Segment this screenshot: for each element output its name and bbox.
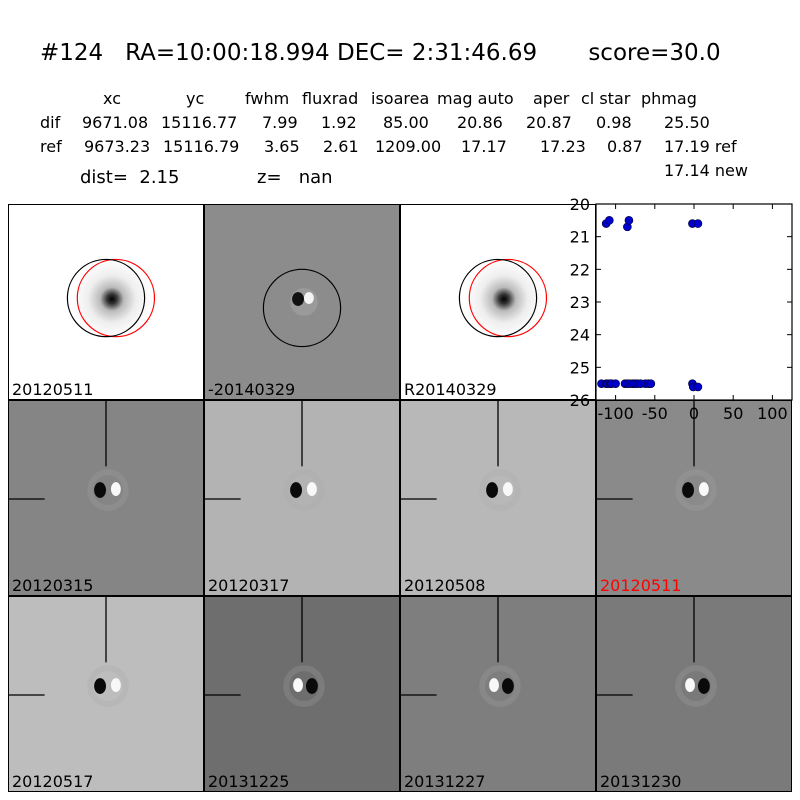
stamp-date-label: 20131230 (600, 772, 682, 791)
stamp-date-label: 20120315 (12, 576, 94, 595)
stamp-image (401, 401, 595, 595)
col-header-mag-auto: mag auto (437, 89, 514, 108)
dif-yc: 15116.77 (161, 113, 238, 132)
stamp-image (597, 401, 791, 595)
summary-title: #124 RA=10:00:18.994 DEC= 2:31:46.69 sco… (40, 40, 721, 66)
col-header-fluxrad: fluxrad (302, 89, 359, 108)
ref-xc: 9673.23 (84, 137, 151, 156)
y-tick-label: 25 (570, 358, 590, 377)
dif-fwhm: 7.99 (262, 113, 298, 132)
x-tick-label: -50 (642, 404, 668, 423)
stamp-date-label: 20120517 (12, 772, 94, 791)
dif-isoarea: 85.00 (383, 113, 429, 132)
stamp-panel: 20120315 (8, 400, 204, 596)
data-point (624, 216, 634, 225)
dif-cl-star: 0.98 (596, 113, 632, 132)
stamp-image (401, 597, 595, 791)
stamp-panel: 20120511 (596, 400, 792, 596)
stamp-image (9, 401, 203, 595)
z-value: z= nan (257, 167, 333, 188)
y-tick-label: 24 (570, 326, 590, 345)
red-aperture-circle (468, 258, 548, 338)
stamp-panel: -20140329 (204, 204, 400, 400)
stamp-date-label: 20120508 (404, 576, 486, 595)
light-curve-chart: 20 21 22 23 24 25 26 -100 -50 0 50 100 (570, 195, 793, 423)
stamp-date-label: R20140329 (404, 380, 497, 399)
stamp-panel: 20131227 (400, 596, 596, 792)
stamp-date-label: 20131225 (208, 772, 290, 791)
stamp-panel: 20120517 (8, 596, 204, 792)
stamp-image (205, 401, 399, 595)
data-point (605, 216, 614, 225)
stamp-image (401, 205, 595, 399)
dif-phmag: 25.50 (664, 113, 710, 132)
stamp-date-label: 20120317 (208, 576, 290, 595)
stamp-panel: R20140329 (400, 204, 596, 400)
x-tick-label: 100 (757, 404, 788, 423)
y-tick-label: 22 (570, 260, 590, 279)
ref-yc: 15116.79 (163, 137, 240, 156)
stamp-date-label: 20120511 (600, 576, 682, 595)
col-header-isoarea: isoarea (371, 89, 430, 108)
stamp-image (9, 597, 203, 791)
y-tick-label: 21 (570, 228, 590, 247)
black-aperture-circle (66, 258, 146, 338)
light-curve-svg: 20 21 22 23 24 25 26 -100 -50 0 50 100 (570, 195, 793, 423)
stamp-image (205, 205, 399, 399)
row-label-dif: dif (40, 113, 61, 132)
stamp-image (205, 597, 399, 791)
col-header-phmag: phmag (641, 89, 697, 108)
col-header-yc: yc (186, 89, 205, 108)
ra-value: RA=10:00:18.994 (125, 40, 330, 66)
stamp-panel: 20120511 (8, 204, 204, 400)
y-tick-label: 20 (570, 195, 590, 214)
data-point (693, 382, 703, 392)
data-point (646, 379, 656, 388)
row-label-ref: ref (40, 137, 62, 156)
stamp-date-label: 20131227 (404, 772, 486, 791)
score-value: score=30.0 (588, 40, 721, 66)
y-tick-label: 23 (570, 293, 590, 312)
y-tick-label: 26 (570, 391, 590, 410)
dec-value: DEC= 2:31:46.69 (337, 40, 538, 66)
phmag-new: 17.14 new (664, 161, 748, 180)
col-header-cl-star: cl star (581, 89, 631, 108)
ref-mag-auto: 17.17 (461, 137, 507, 156)
plot-area (595, 203, 793, 401)
dif-mag-auto: 20.86 (457, 113, 503, 132)
stamp-date-label: -20140329 (208, 380, 296, 399)
stamp-image (597, 597, 791, 791)
stamp-image (9, 205, 203, 399)
data-point (611, 379, 620, 388)
stamp-panel: 20131225 (204, 596, 400, 792)
ref-fwhm: 3.65 (264, 137, 300, 156)
stamp-panel: 20120508 (400, 400, 596, 596)
red-aperture-circle (76, 258, 156, 338)
ref-fluxrad: 2.61 (323, 137, 359, 156)
black-aperture-circle (262, 268, 342, 348)
ref-aper: 17.23 (540, 137, 586, 156)
col-header-xc: xc (103, 89, 121, 108)
ref-isoarea: 1209.00 (375, 137, 442, 156)
ref-cl-star: 0.87 (607, 137, 643, 156)
dif-xc: 9671.08 (82, 113, 149, 132)
stamp-panel: 20120317 (204, 400, 400, 596)
dif-fluxrad: 1.92 (321, 113, 357, 132)
col-header-aper: aper (533, 89, 570, 108)
stamp-panel: 20131230 (596, 596, 792, 792)
x-tick-label: 50 (723, 404, 743, 423)
col-header-fwhm: fwhm (245, 89, 290, 108)
stamp-date-label: 20120511 (12, 380, 94, 399)
dist-value: dist= 2.15 (80, 167, 180, 188)
dif-aper: 20.87 (526, 113, 572, 132)
data-point (693, 219, 703, 228)
x-tick-label: -100 (597, 404, 633, 423)
x-tick-label: 0 (689, 404, 699, 423)
object-id: #124 (40, 40, 104, 66)
black-aperture-circle (458, 258, 538, 338)
ref-phmag: 17.19 ref (664, 137, 737, 156)
